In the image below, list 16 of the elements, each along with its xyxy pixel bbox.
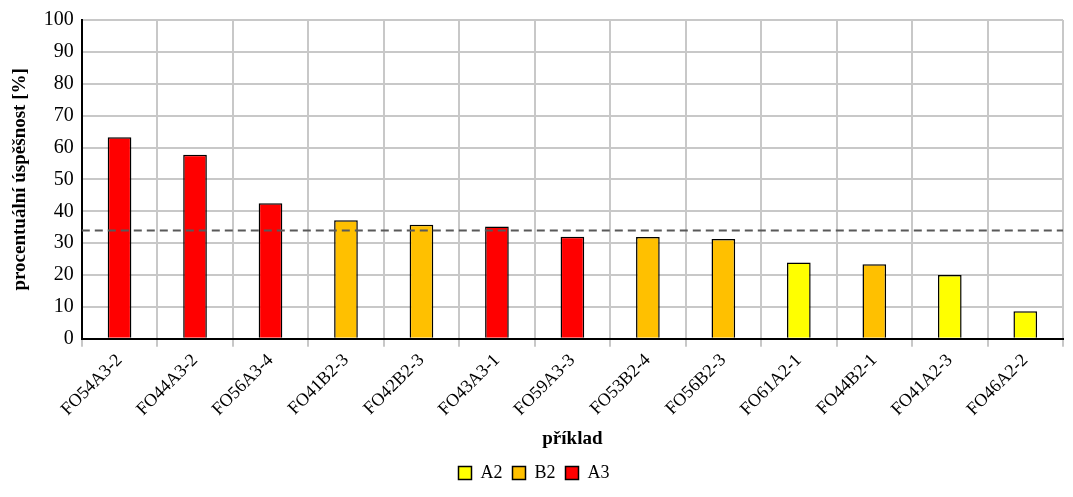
- y-tick-label: 10: [53, 294, 74, 317]
- y-tick-label: 90: [53, 39, 74, 62]
- y-tick-label: 60: [53, 134, 74, 157]
- y-tick-label: 0: [63, 326, 74, 349]
- y-tick-label: 80: [53, 71, 74, 93]
- y-axis-title: procentuální úspěšnost [%]: [8, 68, 30, 291]
- legend-label: A2: [480, 461, 503, 482]
- x-axis-title: příklad: [542, 426, 603, 448]
- legend-label: B2: [534, 461, 556, 482]
- y-tick-label: 40: [53, 198, 74, 221]
- y-tick-label: 50: [53, 166, 74, 189]
- y-tick-label: 100: [43, 7, 74, 30]
- y-tick-label: 30: [53, 230, 74, 253]
- y-tick-label: 70: [53, 102, 74, 125]
- y-tick-label: 20: [53, 262, 74, 285]
- legend-label: A3: [587, 461, 610, 482]
